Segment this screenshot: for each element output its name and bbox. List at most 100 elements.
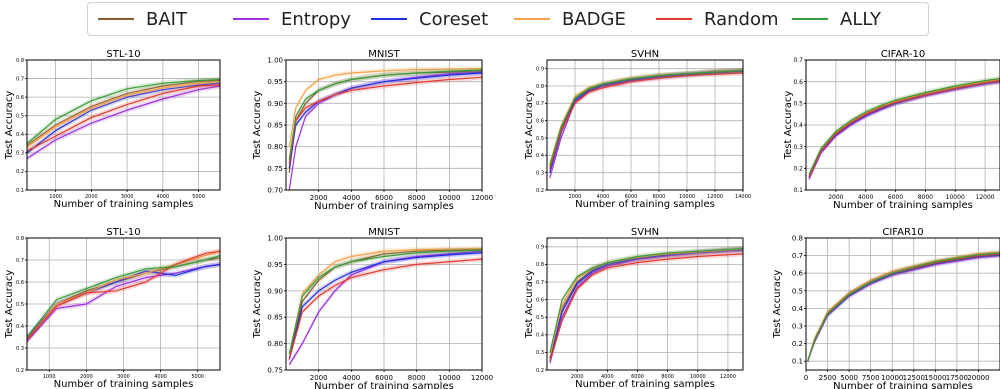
y-tick-label: 0.8 bbox=[536, 262, 544, 268]
series-line-random bbox=[549, 72, 743, 170]
series-line-badge bbox=[549, 69, 743, 165]
y-tick-label: 0.90 bbox=[267, 100, 283, 108]
chart-panel: 2000 4000 6000 8000 10000 12000 14000 0.2 0.3 0.4… bbox=[524, 49, 751, 210]
x-tick-label: 2000 bbox=[85, 194, 98, 200]
legend-label: BADGE bbox=[562, 8, 626, 30]
x-tick-label: 1000 bbox=[43, 374, 56, 380]
series-line-coreset bbox=[27, 82, 220, 154]
series-line-random bbox=[549, 253, 743, 362]
x-tick-label: 8000 bbox=[653, 194, 666, 200]
y-tick-label: 0.8 bbox=[16, 58, 24, 64]
x-tick-label: 2500 bbox=[819, 374, 837, 382]
y-tick-label: 0.95 bbox=[267, 261, 283, 269]
y-axis-label: Test Accuracy bbox=[524, 270, 535, 340]
y-tick-label: 0.2 bbox=[536, 368, 544, 374]
series-line-ally bbox=[288, 69, 482, 160]
x-tick-label: 8000 bbox=[408, 194, 426, 202]
chart-title: STL-10 bbox=[106, 49, 140, 60]
x-tick-label: 6000 bbox=[625, 194, 638, 200]
legend-label: Coreset bbox=[419, 8, 489, 30]
chart-panel: 1000 2000 3000 4000 5000 0.1 0.2 0.3 0.4 0.5 0.6 0.… bbox=[4, 49, 221, 210]
series-line-entropy bbox=[549, 70, 743, 179]
y-tick-label: 0.6 bbox=[536, 118, 544, 124]
series-line-random bbox=[27, 84, 220, 152]
y-tick-label: 0.2 bbox=[792, 340, 803, 348]
legend-item-badge: BADGE bbox=[514, 3, 626, 35]
x-axis-label: Number of training samples bbox=[833, 200, 973, 211]
y-tick-label: 0.7 bbox=[16, 258, 24, 264]
series-band-entropy bbox=[27, 261, 220, 345]
x-tick-label: 4000 bbox=[342, 374, 360, 382]
y-tick-label: 0.75 bbox=[267, 165, 283, 173]
x-tick-label: 8000 bbox=[918, 194, 933, 201]
x-tick-label: 12000 bbox=[720, 374, 736, 380]
axes-frame bbox=[26, 59, 221, 191]
series-line-badge bbox=[288, 68, 482, 147]
y-tick-label: 0.4 bbox=[16, 324, 24, 330]
series-band-ally bbox=[808, 75, 1000, 178]
y-tick-label: 0.1 bbox=[793, 187, 803, 194]
chart-title: MNIST bbox=[368, 227, 400, 238]
y-tick-label: 0.90 bbox=[267, 287, 283, 295]
x-tick-label: 4000 bbox=[601, 374, 614, 380]
legend-swatch bbox=[792, 18, 828, 20]
series-line-badge bbox=[27, 250, 220, 340]
y-tick-label: 0.80 bbox=[267, 340, 283, 348]
series-band-entropy bbox=[27, 83, 220, 162]
x-tick-label: 7500 bbox=[862, 374, 880, 382]
x-tick-label: 17500 bbox=[946, 374, 968, 382]
chart-title: SVHN bbox=[631, 49, 659, 60]
series-line-entropy bbox=[27, 85, 220, 159]
legend-item-bait: BAIT bbox=[98, 3, 187, 35]
axes-frame bbox=[546, 59, 744, 191]
series-band-coreset bbox=[549, 68, 743, 176]
legend-label: ALLY bbox=[840, 8, 881, 30]
y-tick-label: 1.00 bbox=[267, 234, 283, 242]
y-axis-label: Test Accuracy bbox=[783, 91, 794, 161]
series-line-bait bbox=[27, 79, 220, 146]
legend-item-coreset: Coreset bbox=[371, 3, 488, 35]
y-tick-label: 0.5 bbox=[16, 113, 24, 119]
y-tick-label: 0.9 bbox=[536, 66, 544, 72]
series-band-entropy bbox=[289, 248, 482, 368]
series-band-ally bbox=[807, 250, 1000, 364]
series-line-ally bbox=[807, 252, 1000, 362]
y-tick-label: 0.6 bbox=[16, 95, 24, 101]
y-axis-label: Test Accuracy bbox=[4, 91, 15, 161]
legend-label: Random bbox=[704, 8, 779, 30]
chart-panel: 2000 4000 6000 8000 10000 12000 0.70 0.75 0.80 0.… bbox=[252, 49, 493, 212]
y-tick-label: 0.8 bbox=[792, 234, 803, 242]
x-tick-label: 4000 bbox=[858, 194, 873, 201]
y-tick-label: 0.2 bbox=[793, 165, 803, 172]
y-tick-label: 0.5 bbox=[536, 315, 544, 321]
series-line-badge bbox=[27, 80, 220, 148]
series-line-entropy bbox=[549, 249, 743, 364]
series-line-badge bbox=[807, 251, 1000, 362]
chart-title: CIFAR10 bbox=[882, 227, 923, 238]
series-line-badge bbox=[288, 247, 482, 355]
series-band-ally bbox=[27, 76, 220, 147]
legend-swatch bbox=[514, 18, 550, 20]
x-axis-label: Number of training samples bbox=[575, 379, 715, 389]
legend-item-random: Random bbox=[656, 3, 779, 35]
y-tick-label: 0.7 bbox=[792, 252, 803, 260]
chart-title: STL-10 bbox=[106, 227, 140, 238]
x-tick-label: 12000 bbox=[707, 194, 723, 200]
y-tick-label: 0.75 bbox=[267, 366, 283, 374]
x-axis-label: Number of training samples bbox=[575, 199, 715, 210]
series-line-ally bbox=[549, 69, 743, 166]
x-tick-label: 3000 bbox=[121, 194, 134, 200]
x-axis-label: Number of training samples bbox=[314, 201, 454, 212]
x-tick-label: 2000 bbox=[80, 374, 93, 380]
x-tick-label: 10000 bbox=[881, 374, 903, 382]
series-line-random bbox=[808, 79, 1000, 178]
y-tick-label: 0.5 bbox=[792, 287, 803, 295]
x-tick-label: 20000 bbox=[967, 374, 989, 382]
y-tick-label: 0.85 bbox=[267, 314, 283, 322]
y-tick-label: 0.3 bbox=[16, 346, 24, 352]
y-tick-label: 0.9 bbox=[536, 245, 544, 251]
series-line-badge bbox=[549, 248, 743, 357]
chart-title: CIFAR-10 bbox=[881, 49, 925, 60]
y-tick-label: 0.85 bbox=[267, 121, 283, 129]
